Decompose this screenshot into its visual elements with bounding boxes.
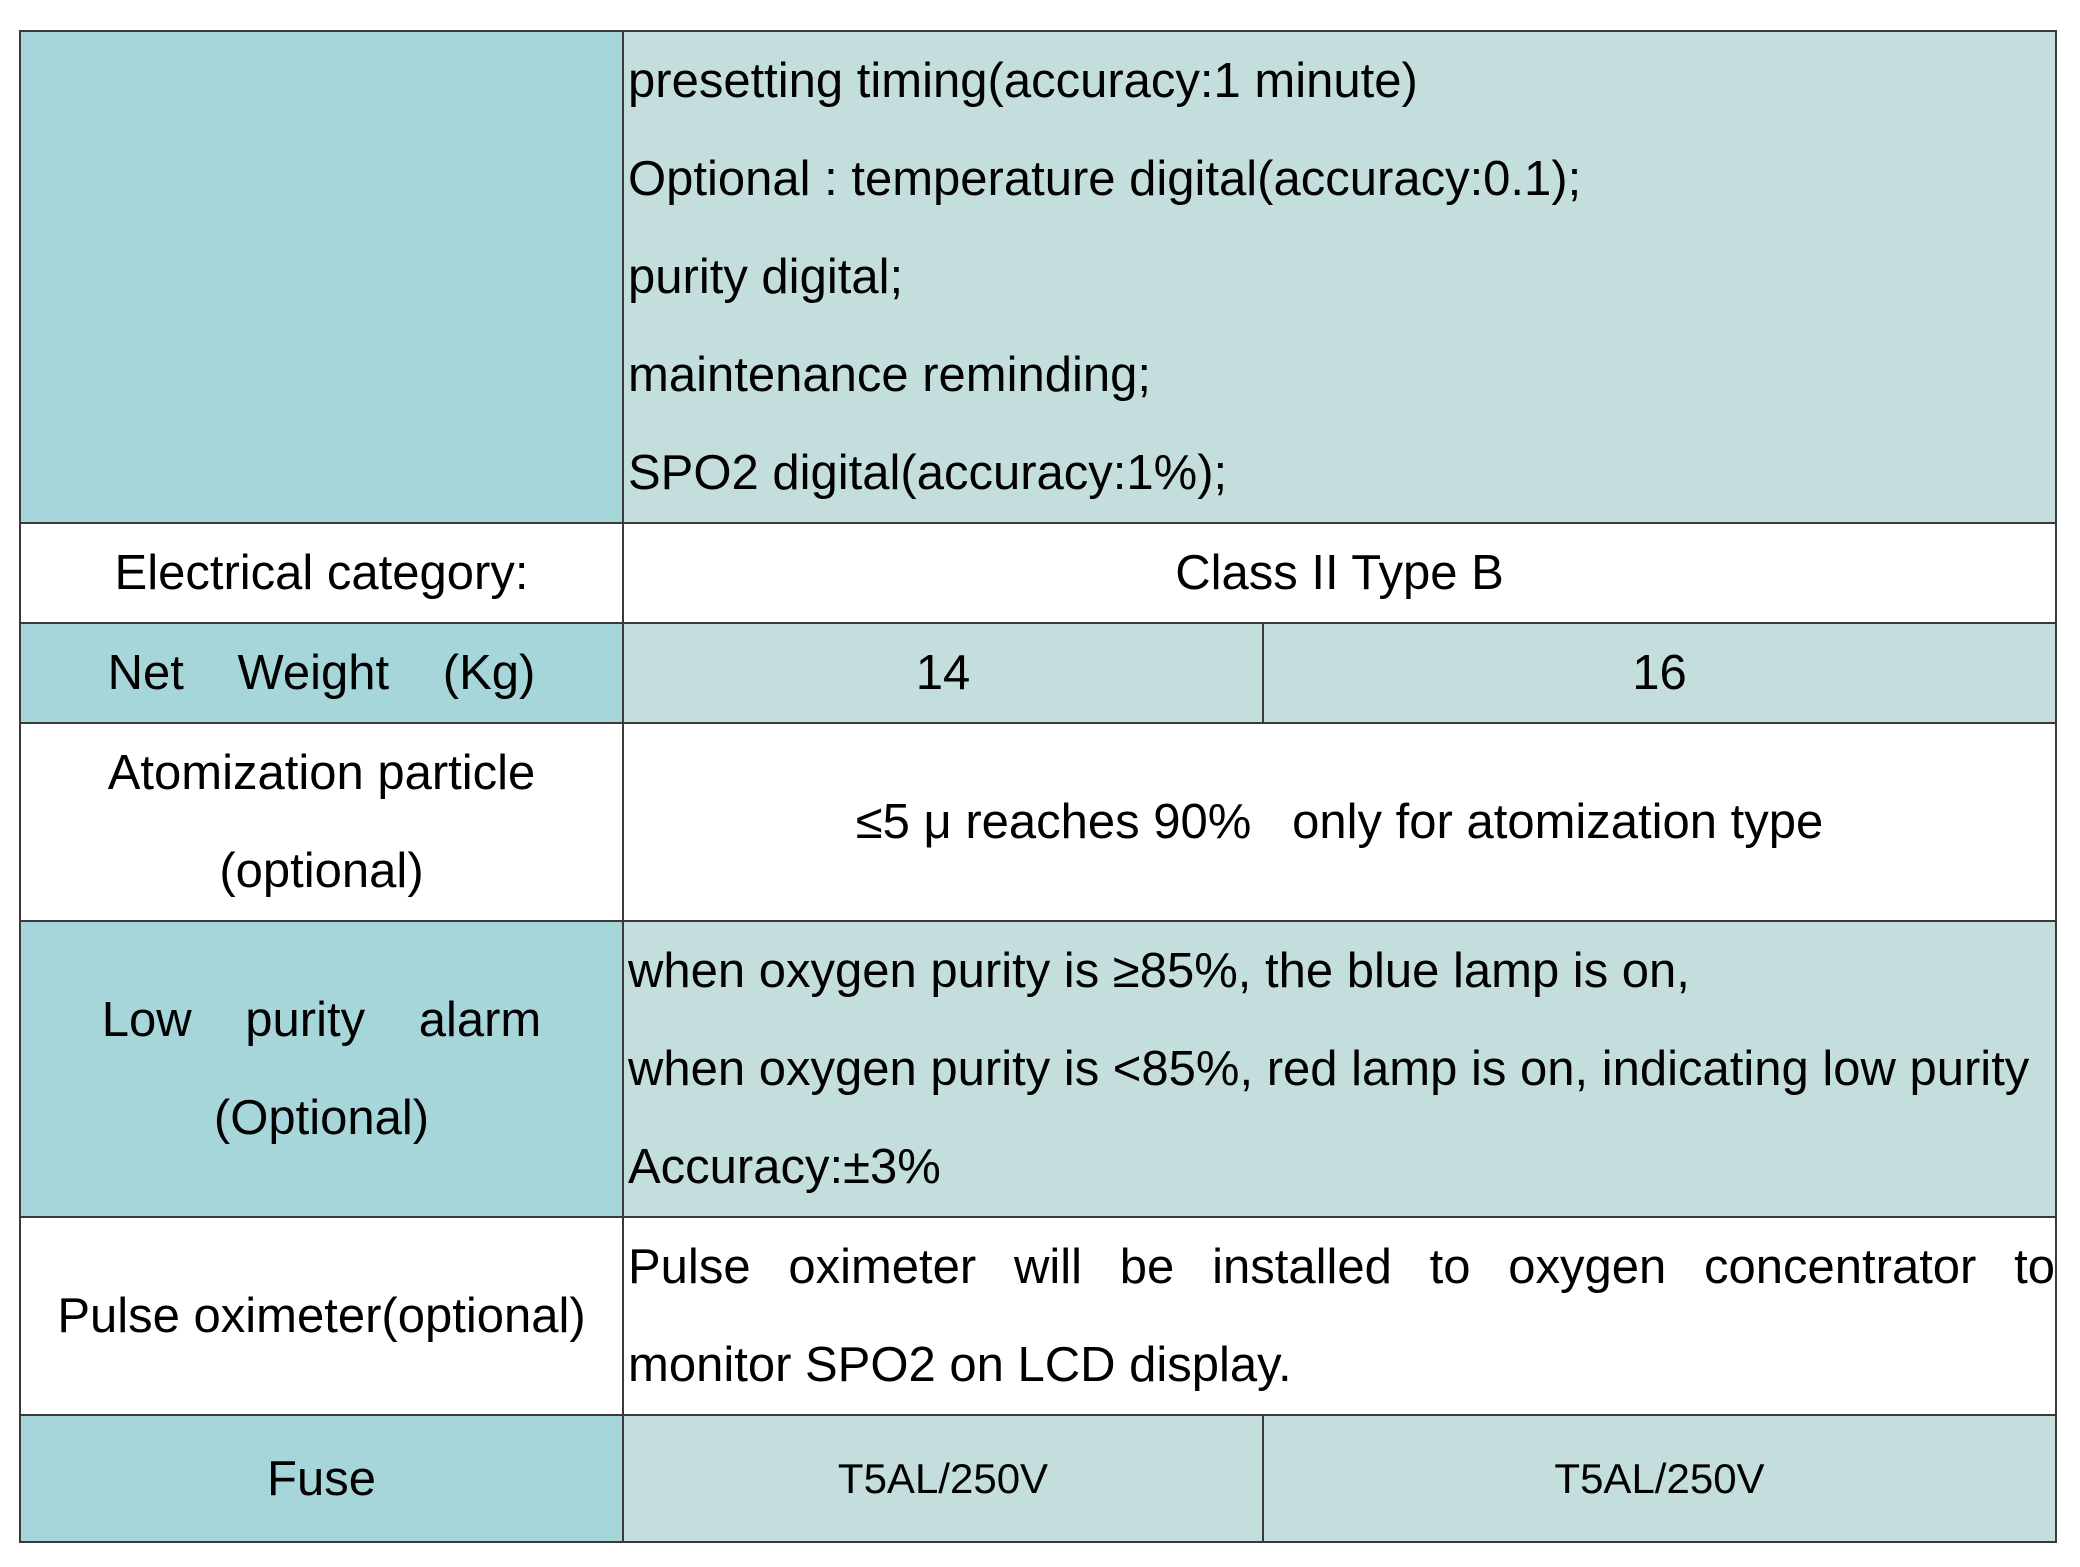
electrical-label: Electrical category: bbox=[114, 546, 529, 600]
alarm-line-2: when oxygen purity is <85%, red lamp is … bbox=[628, 1042, 2030, 1096]
table-row-pulse: Pulse oximeter(optional) Pulse oximeter … bbox=[19, 1216, 2058, 1416]
fuse-value-a: T5AL/250V bbox=[837, 1454, 1049, 1502]
spec-table: presetting timing(accuracy:1 minute) Opt… bbox=[19, 30, 2058, 1543]
weight-label-cell: Net Weight (Kg) bbox=[19, 622, 624, 724]
alarm-label-cell: Low purity alarm (Optional) bbox=[19, 920, 624, 1218]
alarm-line-1: when oxygen purity is ≥85%, the blue lam… bbox=[628, 944, 1690, 998]
displays-line-3: purity digital; bbox=[628, 250, 904, 304]
atomization-value-cell: ≤5 μ reaches 90% only for atomization ty… bbox=[621, 722, 2058, 922]
atomization-label-line-2: (optional) bbox=[219, 844, 424, 898]
electrical-label-cell: Electrical category: bbox=[19, 522, 624, 624]
pulse-label: Pulse oximeter(optional) bbox=[57, 1289, 586, 1343]
alarm-label-line-2: (Optional) bbox=[213, 1091, 430, 1145]
table-row-atomization: Atomization particle (optional) ≤5 μ rea… bbox=[19, 722, 2058, 922]
electrical-value-cell: Class II Type B bbox=[621, 522, 2058, 624]
table-row-weight: Net Weight (Kg) 14 16 bbox=[19, 622, 2058, 724]
pulse-line-1: Pulse oximeter will be installed to oxyg… bbox=[628, 1240, 2056, 1294]
fuse-value-b: T5AL/250V bbox=[1554, 1454, 1765, 1502]
fuse-value-a-cell: T5AL/250V bbox=[622, 1414, 1264, 1543]
table-row-alarm: Low purity alarm (Optional) when oxygen … bbox=[19, 920, 2058, 1218]
atomization-label-line-1: Atomization particle bbox=[107, 746, 536, 800]
fuse-value-b-cell: T5AL/250V bbox=[1261, 1414, 2058, 1543]
weight-label: Net Weight (Kg) bbox=[107, 646, 536, 700]
weight-value-b: 16 bbox=[1632, 646, 1687, 700]
electrical-value: Class II Type B bbox=[1175, 546, 1504, 600]
displays-line-5: SPO2 digital(accuracy:1%); bbox=[628, 446, 1228, 500]
displays-line-1: presetting timing(accuracy:1 minute) bbox=[628, 54, 1418, 108]
weight-value-a-cell: 14 bbox=[622, 622, 1264, 724]
alarm-label-line-1: Low purity alarm bbox=[101, 993, 542, 1047]
table-row-fuse: Fuse T5AL/250V T5AL/250V bbox=[19, 1414, 2058, 1543]
alarm-line-3: Accuracy:±3% bbox=[628, 1140, 941, 1194]
fuse-label-cell: Fuse bbox=[19, 1414, 624, 1543]
alarm-value-cell: when oxygen purity is ≥85%, the blue lam… bbox=[621, 920, 2058, 1218]
fuse-label: Fuse bbox=[267, 1451, 376, 1506]
table-row-displays: presetting timing(accuracy:1 minute) Opt… bbox=[19, 30, 2058, 524]
pulse-line-2: monitor SPO2 on LCD display. bbox=[628, 1338, 1292, 1392]
table-row-electrical: Electrical category: Class II Type B bbox=[19, 522, 2058, 624]
atomization-value: ≤5 μ reaches 90% only for atomization ty… bbox=[855, 795, 1824, 849]
displays-value-cell: presetting timing(accuracy:1 minute) Opt… bbox=[621, 30, 2058, 524]
displays-label-cell bbox=[19, 30, 624, 524]
weight-value-b-cell: 16 bbox=[1261, 622, 2058, 724]
pulse-value-cell: Pulse oximeter will be installed to oxyg… bbox=[621, 1216, 2058, 1416]
pulse-label-cell: Pulse oximeter(optional) bbox=[19, 1216, 624, 1416]
displays-line-2: Optional : temperature digital(accuracy:… bbox=[628, 152, 1582, 206]
atomization-label-cell: Atomization particle (optional) bbox=[19, 722, 624, 922]
weight-value-a: 14 bbox=[915, 646, 971, 700]
displays-line-4: maintenance reminding; bbox=[628, 348, 1151, 402]
